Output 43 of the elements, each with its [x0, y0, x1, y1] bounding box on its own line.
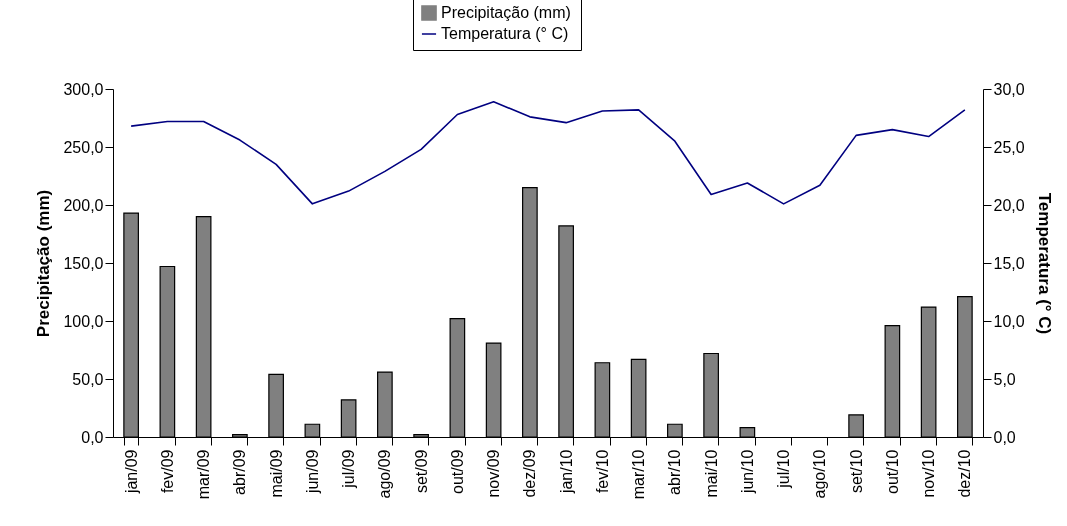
- x-tick-label: jun/09: [303, 449, 321, 495]
- x-tick-label: mai/09: [267, 449, 285, 498]
- y-tick-label: 200,0: [63, 196, 104, 214]
- y-axis-title: Precipitação (mm): [34, 189, 54, 338]
- y2-tick-label: 0,0: [993, 428, 1016, 446]
- y2-tick-label: 15,0: [993, 254, 1025, 272]
- x-tick-label: abr/09: [231, 449, 249, 495]
- x-tick-label: jan/09: [122, 449, 140, 495]
- legend-label: Precipitação (mm): [441, 4, 571, 21]
- y-tick-label: 300,0: [63, 80, 104, 98]
- y-tick-label: 0,0: [81, 428, 104, 446]
- y2-axis-title: Temperatura (° C): [1034, 192, 1054, 335]
- x-tick-label: abr/10: [666, 449, 684, 495]
- x-tick-label: fev/10: [593, 449, 611, 494]
- x-tick-label: mai/10: [702, 449, 720, 498]
- x-tick-label: jul/09: [340, 449, 358, 489]
- y2-tick-label: 20,0: [993, 196, 1025, 214]
- x-tick-label: nov/09: [485, 449, 503, 498]
- y2-tick-label: 30,0: [993, 80, 1025, 98]
- x-tick-label: set/09: [412, 449, 430, 494]
- y-tick-label: 50,0: [72, 370, 104, 388]
- x-tick-label: set/10: [847, 449, 865, 494]
- y-tick-label: 250,0: [63, 138, 104, 156]
- y2-tick-label: 5,0: [993, 370, 1016, 388]
- y2-tick-label: 25,0: [993, 138, 1025, 156]
- x-tick-label: dez/09: [521, 449, 539, 498]
- x-tick-label: jul/10: [775, 449, 793, 489]
- x-tick-label: out/09: [448, 449, 466, 494]
- x-tick-label: jan/10: [557, 449, 575, 495]
- x-tick-label: nov/10: [920, 449, 938, 498]
- y2-tick-label: 10,0: [993, 312, 1025, 330]
- line-series: [130, 100, 966, 205]
- y-tick-label: 150,0: [63, 254, 104, 272]
- x-tick-label: mar/10: [630, 449, 648, 500]
- x-tick-label: out/10: [883, 449, 901, 494]
- x-tick-label: jun/10: [738, 449, 756, 495]
- x-tick-label: ago/10: [811, 449, 829, 499]
- x-tick-label: dez/10: [956, 449, 974, 498]
- legend-label: Temperatura (° C): [441, 25, 569, 42]
- y-tick-label: 100,0: [63, 312, 104, 330]
- x-tick-label: mar/09: [195, 449, 213, 500]
- x-tick-label: fev/09: [158, 449, 176, 494]
- x-tick-label: ago/09: [376, 449, 394, 499]
